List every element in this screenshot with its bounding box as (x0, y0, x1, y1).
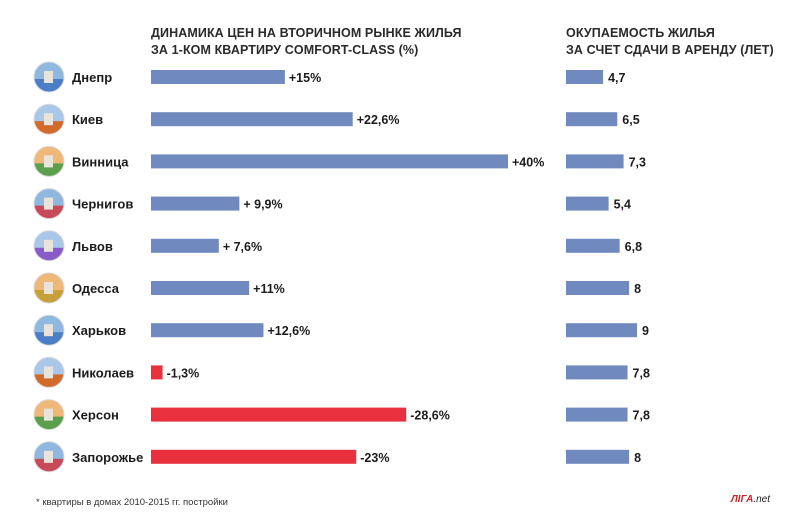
city-label-6: Одесса (72, 281, 120, 296)
payback-title-line2: ЗА СЧЕТ СДАЧИ В АРЕНДУ (ЛЕТ) (566, 43, 774, 57)
price-bar-2 (151, 112, 353, 127)
payback-bar-6 (566, 281, 630, 295)
price-value-label-2: +22,6% (357, 113, 400, 127)
payback-value-label-9: 7,8 (633, 409, 650, 423)
price-value-label-3: +40% (512, 155, 544, 169)
liga-logo: ЛIГА.net (731, 494, 770, 505)
payback-bar-8 (566, 365, 628, 380)
price-bar-8 (151, 365, 163, 380)
price-value-label-5: + 7,6% (223, 240, 262, 254)
city-photo-icon-6 (33, 272, 65, 304)
payback-bar-5 (566, 238, 620, 253)
price-dynamics-title-line2: ЗА 1-КОМ КВАРТИРУ COMFORT-CLASS (%) (151, 43, 419, 57)
city-photo-icon-1 (33, 61, 65, 93)
city-label-2: Киев (72, 112, 103, 127)
price-bar-5 (151, 238, 219, 253)
price-bar-9 (151, 407, 407, 422)
price-dynamics-title-line1: ДИНАМИКА ЦЕН НА ВТОРИЧНОМ РЫНКЕ ЖИЛЬЯ (151, 26, 462, 40)
payback-value-label-5: 6,8 (625, 240, 642, 254)
city-photo-icon-2 (33, 103, 65, 135)
price-dynamics-title: ДИНАМИКА ЦЕН НА ВТОРИЧНОМ РЫНКЕ ЖИЛЬЯ ЗА… (151, 25, 462, 59)
payback-bar-7 (566, 323, 637, 338)
price-value-label-8: -1,3% (167, 366, 200, 380)
payback-bar-4 (566, 196, 609, 211)
city-photo-icon-8 (33, 356, 65, 388)
payback-value-label-7: 9 (642, 324, 649, 338)
price-value-label-10: -23% (360, 451, 389, 465)
logo-brand: ЛIГА (730, 494, 754, 505)
price-bar-6 (151, 281, 250, 295)
payback-bar-10 (566, 449, 630, 464)
price-bar-7 (151, 323, 264, 338)
payback-value-label-6: 8 (634, 282, 641, 296)
footnote: * квартиры в домах 2010-2015 гг. построй… (36, 497, 228, 508)
payback-bar-3 (566, 154, 624, 169)
logo-suffix: .net (753, 494, 770, 505)
payback-bar-2 (566, 112, 618, 127)
city-photo-icon-9 (33, 399, 65, 431)
city-label-7: Харьков (72, 323, 126, 338)
city-label-10: Запорожье (72, 450, 143, 465)
price-bar-1 (151, 70, 285, 84)
city-label-9: Херсон (72, 408, 119, 423)
payback-value-label-1: 4,7 (608, 71, 625, 85)
price-value-label-6: +11% (253, 282, 285, 296)
city-photo-icon-10 (33, 441, 65, 473)
payback-title: ОКУПАЕМОСТЬ ЖИЛЬЯ ЗА СЧЕТ СДАЧИ В АРЕНДУ… (566, 25, 774, 59)
price-bar-10 (151, 449, 357, 464)
city-label-3: Винница (72, 154, 129, 169)
city-label-5: Львов (72, 239, 113, 254)
payback-value-label-10: 8 (634, 451, 641, 465)
city-photo-icon-3 (33, 145, 65, 177)
price-value-label-1: +15% (289, 71, 321, 85)
payback-value-label-4: 5,4 (614, 198, 631, 212)
payback-value-label-2: 6,5 (622, 113, 639, 127)
payback-value-label-3: 7,3 (629, 155, 646, 169)
price-bar-4 (151, 196, 240, 211)
price-bar-3 (151, 154, 508, 169)
payback-value-label-8: 7,8 (633, 366, 650, 380)
city-photo-icon-4 (33, 188, 65, 220)
price-value-label-7: +12,6% (267, 324, 310, 338)
price-value-label-9: -28,6% (410, 409, 450, 423)
city-label-8: Николаев (72, 365, 134, 380)
price-value-label-4: + 9,9% (243, 198, 282, 212)
city-photo-icon-7 (33, 314, 65, 346)
city-label-4: Чернигов (72, 197, 133, 212)
payback-bar-9 (566, 407, 628, 422)
city-label-1: Днепр (72, 70, 112, 85)
payback-bar-1 (566, 70, 604, 84)
city-photo-icon-5 (33, 230, 65, 262)
payback-title-line1: ОКУПАЕМОСТЬ ЖИЛЬЯ (566, 26, 715, 40)
